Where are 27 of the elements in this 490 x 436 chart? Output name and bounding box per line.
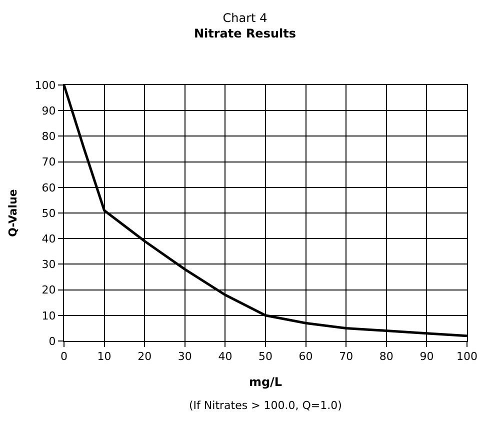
- x-tick-label: 100: [456, 350, 478, 364]
- chart-title: Chart 4: [222, 10, 268, 25]
- chart-subtitle: Nitrate Results: [194, 26, 296, 40]
- y-tick-label: 60: [42, 181, 56, 194]
- x-tick-label: 30: [178, 350, 192, 364]
- y-tick-label: 50: [42, 206, 56, 220]
- x-tick-label: 40: [218, 350, 232, 364]
- y-tick-label: 20: [42, 284, 56, 297]
- y-tick-label: 10: [42, 309, 56, 322]
- x-tick-label: 80: [379, 350, 394, 364]
- x-tick-label: 70: [339, 350, 354, 364]
- y-tick-label: 90: [42, 104, 56, 118]
- y-tick-label: 30: [42, 258, 56, 272]
- x-tick-label: 50: [258, 350, 272, 364]
- x-tick-label: 0: [60, 350, 68, 364]
- y-tick-label: 80: [42, 130, 56, 144]
- y-tick-label: 70: [42, 156, 56, 169]
- x-tick-label: 60: [298, 350, 313, 364]
- text: (If Nitrates > 100.0, Q=1.0): [189, 399, 342, 412]
- y-tick-label: 40: [42, 232, 56, 246]
- x-tick-label: 10: [97, 350, 112, 364]
- x-tick-label: 90: [420, 350, 434, 364]
- y-tick-label: 0: [48, 334, 56, 348]
- x-tick-label: 20: [138, 350, 152, 364]
- x-axis-title: mg/L: [248, 375, 282, 390]
- y-axis-title: Q-Value: [6, 189, 20, 237]
- y-tick-label: 100: [34, 78, 56, 92]
